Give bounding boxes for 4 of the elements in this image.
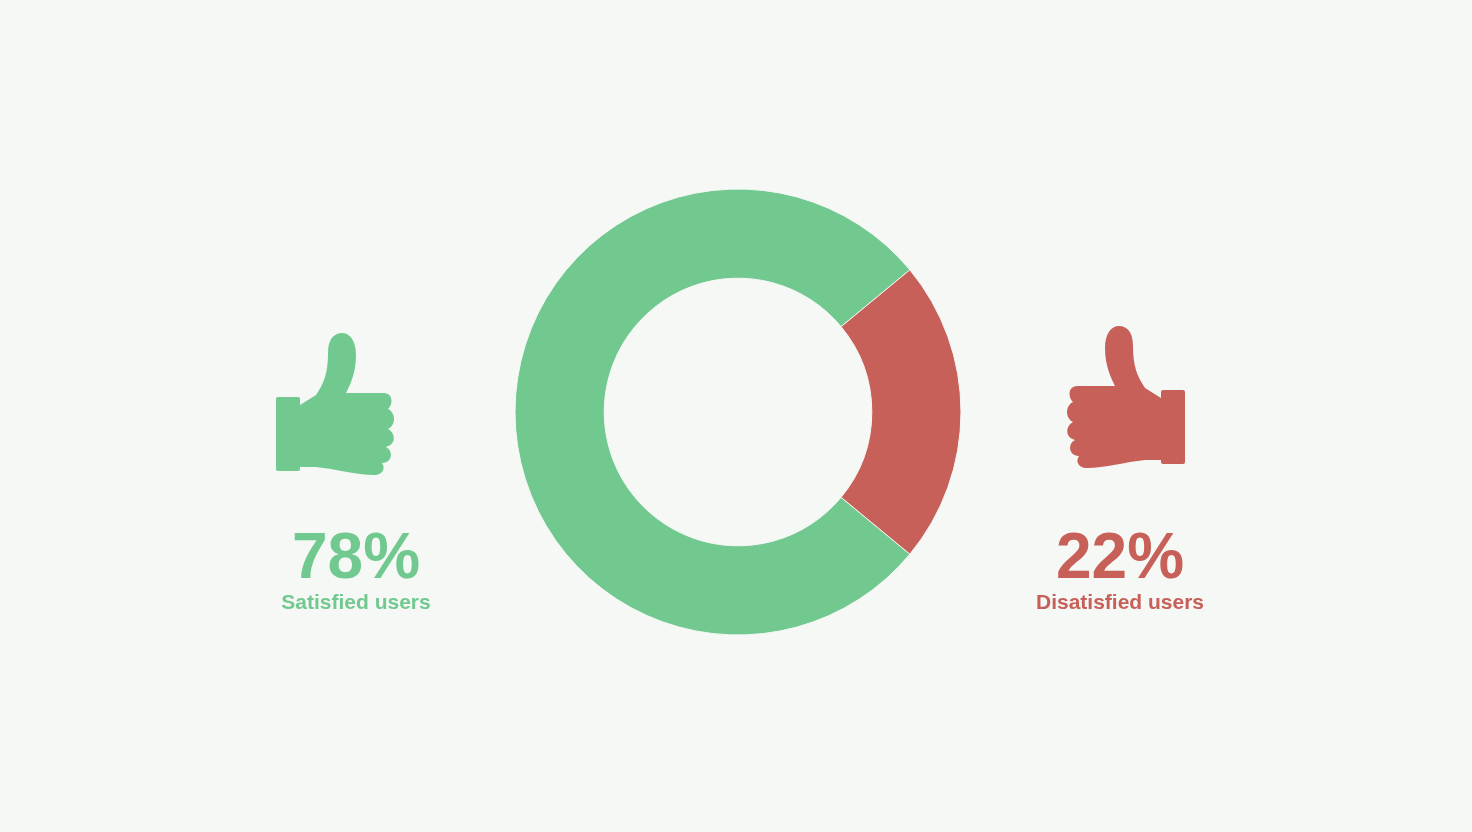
data-label: 78%: [291, 520, 421, 592]
slice-label: Satisfied users: [281, 590, 431, 613]
slice-label: Disatisfied users: [1035, 590, 1205, 613]
data-label: 22%: [1055, 520, 1185, 592]
